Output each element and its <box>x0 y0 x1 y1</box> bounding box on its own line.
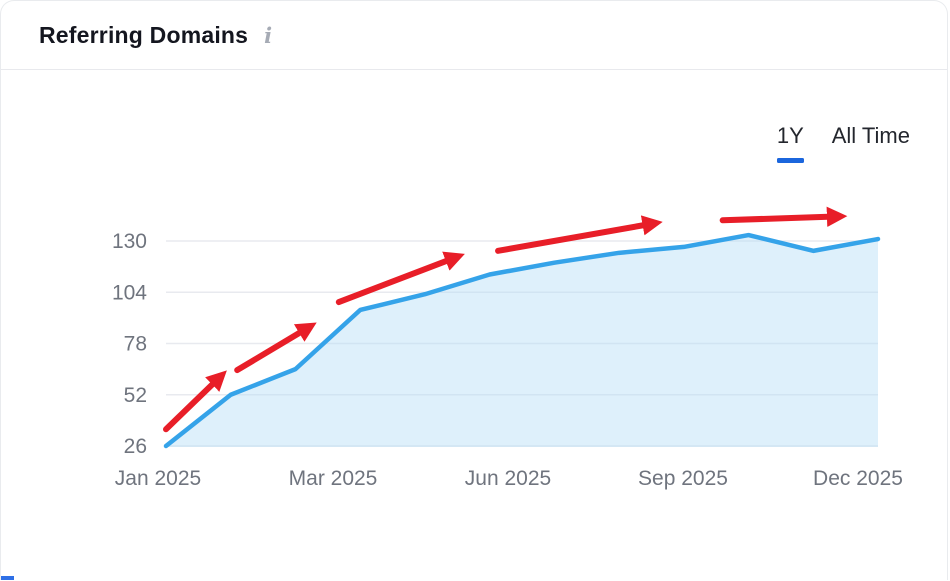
svg-text:26: 26 <box>124 435 147 458</box>
page-title: Referring Domains <box>39 21 249 48</box>
partial-bottom-bar <box>1 576 14 580</box>
header-divider <box>1 69 947 70</box>
svg-text:Jun 2025: Jun 2025 <box>465 467 551 490</box>
svg-text:Jan 2025: Jan 2025 <box>115 467 201 490</box>
svg-text:52: 52 <box>124 384 147 407</box>
svg-text:Sep 2025: Sep 2025 <box>638 467 728 490</box>
widget-header: Referring Domains i <box>1 1 947 69</box>
tab-1y[interactable]: 1Y <box>776 122 804 163</box>
svg-text:Mar 2025: Mar 2025 <box>289 467 378 490</box>
time-range-tabs: 1Y All Time <box>776 122 910 163</box>
info-icon[interactable]: i <box>264 22 273 48</box>
active-tab-underline <box>776 157 804 163</box>
svg-text:78: 78 <box>124 333 147 356</box>
tab-all-time[interactable]: All Time <box>831 123 910 148</box>
svg-text:Dec 2025: Dec 2025 <box>813 467 903 490</box>
svg-text:104: 104 <box>112 281 147 304</box>
svg-text:130: 130 <box>112 230 147 253</box>
